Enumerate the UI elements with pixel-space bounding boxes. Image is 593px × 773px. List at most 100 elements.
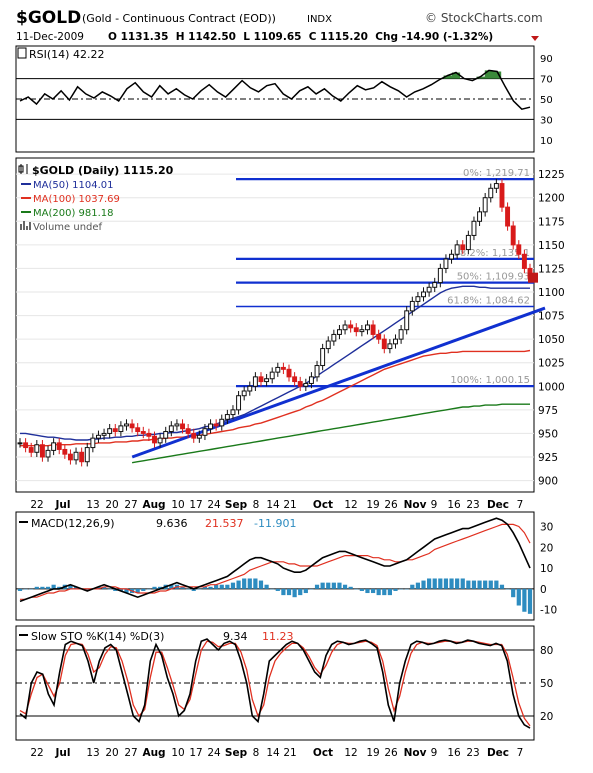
- macd-histogram-bar: [398, 588, 404, 590]
- macd-tick-label: 30: [540, 521, 553, 533]
- price-tick-label: 1150: [538, 240, 565, 252]
- price-candle-body: [247, 385, 253, 392]
- price-candle-body: [168, 425, 174, 433]
- price-candle-body: [493, 183, 499, 189]
- bottom-x-tick-label: 21: [283, 747, 296, 759]
- price-candle-body: [62, 448, 68, 455]
- price-candle-body: [152, 435, 157, 444]
- price-x-tick-label: 22: [30, 499, 43, 511]
- price-x-tick-label: 14: [266, 499, 280, 511]
- price-candle-body: [191, 432, 197, 439]
- price-candle-body: [353, 327, 359, 333]
- macd-histogram-bar: [376, 588, 381, 596]
- macd-histogram-bar: [96, 586, 101, 589]
- macd-histogram-bar: [68, 584, 73, 589]
- macd-histogram-bar: [365, 588, 370, 594]
- macd-signal-line: [20, 523, 531, 600]
- price-candle-body: [124, 423, 129, 427]
- rsi-tick-label: 50: [540, 95, 553, 106]
- stochastic-tick-label: 20: [540, 711, 553, 723]
- symbol-description: (Gold - Continuous Contract (EOD)): [82, 12, 276, 25]
- macd-histogram-bar: [342, 584, 348, 589]
- price-candle-body: [129, 423, 135, 429]
- price-candle-body: [331, 333, 337, 342]
- price-candle-body: [73, 451, 79, 461]
- fib-level-label: 0%: 1,219.71: [463, 168, 530, 179]
- brand-watermark: © StockCharts.com: [425, 11, 543, 25]
- price-candle-body: [135, 427, 141, 433]
- price-y-axis: 900 925 950 975 1000 1025 1050 1075 1100 1125 1150…: [538, 169, 565, 487]
- macd-histogram-bar: [169, 584, 174, 589]
- price-candle-body: [118, 425, 124, 433]
- price-candle-body: [28, 447, 34, 453]
- macd-histogram-bar: [404, 588, 409, 590]
- price-x-tick-label: 7: [517, 499, 524, 511]
- price-candle-body: [370, 324, 376, 335]
- ma50-legend-label: MA(50) 1104.01: [33, 180, 114, 191]
- price-x-tick-label: 9: [431, 499, 438, 511]
- ma200-line: [131, 403, 530, 464]
- price-candle-body: [185, 428, 191, 434]
- macd-histogram-bar: [438, 578, 443, 589]
- price-tick-label: 1075: [538, 311, 565, 323]
- price-candle-body: [471, 220, 477, 236]
- price-candle-body: [409, 300, 415, 312]
- macd-histogram-bar: [23, 588, 28, 590]
- price-candle-body: [454, 244, 460, 255]
- macd-histogram-bar: [225, 584, 230, 589]
- macd-histogram-bar: [427, 578, 432, 589]
- macd-histogram-bar: [370, 588, 376, 594]
- macd-histogram-bar: [309, 588, 314, 590]
- price-candle-body: [297, 381, 303, 387]
- price-x-tick-label: Sep: [225, 499, 248, 511]
- macd-histogram-bar: [101, 586, 107, 589]
- bottom-x-tick-label: 27: [124, 747, 137, 759]
- price-candle-body: [432, 282, 438, 288]
- macd-histogram-bar: [208, 586, 213, 589]
- price-x-tick-label: Dec: [487, 499, 509, 511]
- fib-level-label: 38.2%: 1,135.1: [454, 248, 530, 259]
- macd-histogram-bar: [348, 586, 353, 589]
- price-candle-body: [505, 206, 511, 227]
- rsi-tick-label: 10: [540, 136, 553, 147]
- price-candle-body: [101, 432, 107, 436]
- price-x-tick-label: 24: [207, 499, 221, 511]
- bottom-x-tick-label: Dec: [487, 747, 509, 759]
- macd-histogram-bar: [124, 588, 129, 594]
- price-x-tick-label: 26: [384, 499, 398, 511]
- price-candle-body: [39, 444, 45, 458]
- macd-value: 9.636: [156, 517, 188, 530]
- price-candle-body: [499, 183, 505, 208]
- bottom-x-tick-label: 12: [344, 747, 357, 759]
- price-x-tick-label: Oct: [313, 499, 333, 511]
- price-x-tick-label: Nov: [404, 499, 427, 511]
- ma50-line: [20, 285, 530, 441]
- price-candle-body: [404, 310, 410, 331]
- macd-histogram-bar: [219, 584, 224, 589]
- macd-histogram-bar: [247, 578, 252, 589]
- macd-histogram-bar: [432, 578, 437, 589]
- macd-histogram-bar: [135, 588, 140, 594]
- price-candle-body: [336, 329, 342, 335]
- price-candle-body: [208, 423, 214, 430]
- macd-histogram-bar: [421, 580, 426, 589]
- rsi-panel: [15, 45, 535, 153]
- macd-histogram-bar: [494, 580, 499, 589]
- rsi-line: [19, 69, 531, 111]
- macd-y-axis: -10 0 10 20 30: [540, 521, 557, 616]
- price-candle-body: [264, 378, 270, 383]
- price-candle-body: [34, 444, 40, 453]
- macd-histogram-bar: [303, 588, 308, 594]
- price-candle-body: [112, 428, 118, 433]
- macd-histogram-bar: [242, 578, 247, 589]
- price-candle-body: [398, 329, 404, 340]
- price-x-axis: 22 Jul 13 20 27 Aug 10 17 24 Sep 8 14 21 Oct 12 19 26 Nov…: [30, 499, 523, 511]
- price-x-tick-label: Aug: [142, 499, 165, 511]
- price-candle-body: [359, 329, 365, 333]
- price-candle-body: [325, 340, 331, 350]
- macd-histogram-bar: [191, 588, 196, 591]
- price-tick-label: 1050: [538, 334, 565, 346]
- stochastic-grid: [16, 649, 534, 717]
- volume-legend-label: Volume undef: [33, 222, 103, 233]
- exchange-label: INDX: [307, 14, 332, 25]
